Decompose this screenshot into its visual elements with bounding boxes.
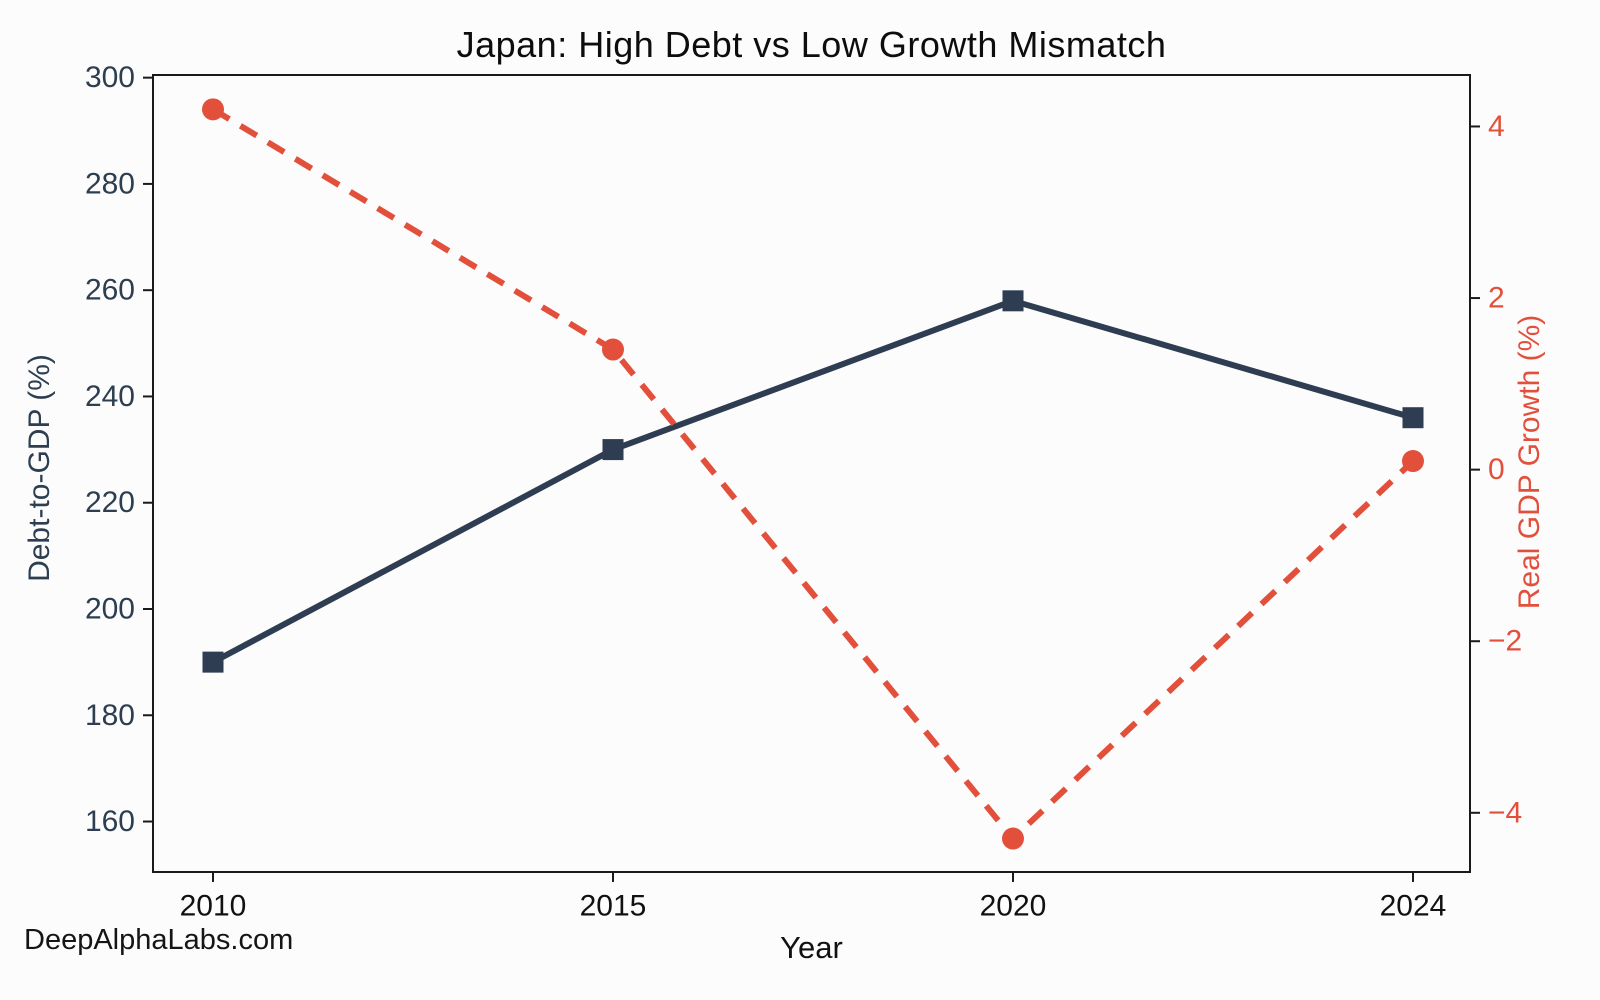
data-point-marker	[602, 439, 624, 461]
right-axis-label: Real GDP Growth (%)	[1513, 314, 1546, 610]
right-tick-label: 2	[1488, 282, 1505, 315]
left-axis-label: Debt-to-GDP (%)	[23, 354, 56, 582]
data-point-marker	[202, 98, 224, 121]
data-point-marker	[1402, 407, 1424, 429]
left-tick-label: 260	[85, 274, 135, 307]
left-tick-label: 160	[85, 805, 135, 838]
left-tick-label: 300	[85, 61, 135, 94]
data-point-marker	[1002, 290, 1024, 312]
chart-title: Japan: High Debt vs Low Growth Mismatch	[456, 24, 1167, 65]
series-line-left	[211, 297, 1414, 665]
data-point-marker	[1002, 827, 1024, 850]
right-tick-label: −2	[1488, 625, 1522, 658]
x-tick-label: 2010	[180, 890, 247, 923]
data-point-marker	[202, 651, 224, 673]
left-tick-label: 180	[85, 699, 135, 732]
x-axis-label: Year	[780, 930, 843, 965]
left-tick-label: 280	[85, 167, 135, 200]
right-tick-label: 0	[1488, 453, 1505, 486]
left-tick-label: 200	[85, 592, 135, 625]
left-tick-label: 220	[85, 486, 135, 519]
right-tick-label: 4	[1488, 110, 1505, 143]
series-line-right	[211, 106, 1416, 843]
left-tick-label: 240	[85, 380, 135, 413]
x-tick-label: 2015	[580, 890, 647, 923]
x-tick-label: 2024	[1380, 890, 1447, 923]
watermark-text: DeepAlphaLabs.com	[24, 924, 294, 956]
plot-frame	[152, 74, 1471, 873]
x-tick-label: 2020	[980, 890, 1047, 923]
right-tick-label: −4	[1488, 796, 1522, 829]
data-point-marker	[602, 338, 624, 361]
data-point-marker	[1402, 450, 1424, 473]
